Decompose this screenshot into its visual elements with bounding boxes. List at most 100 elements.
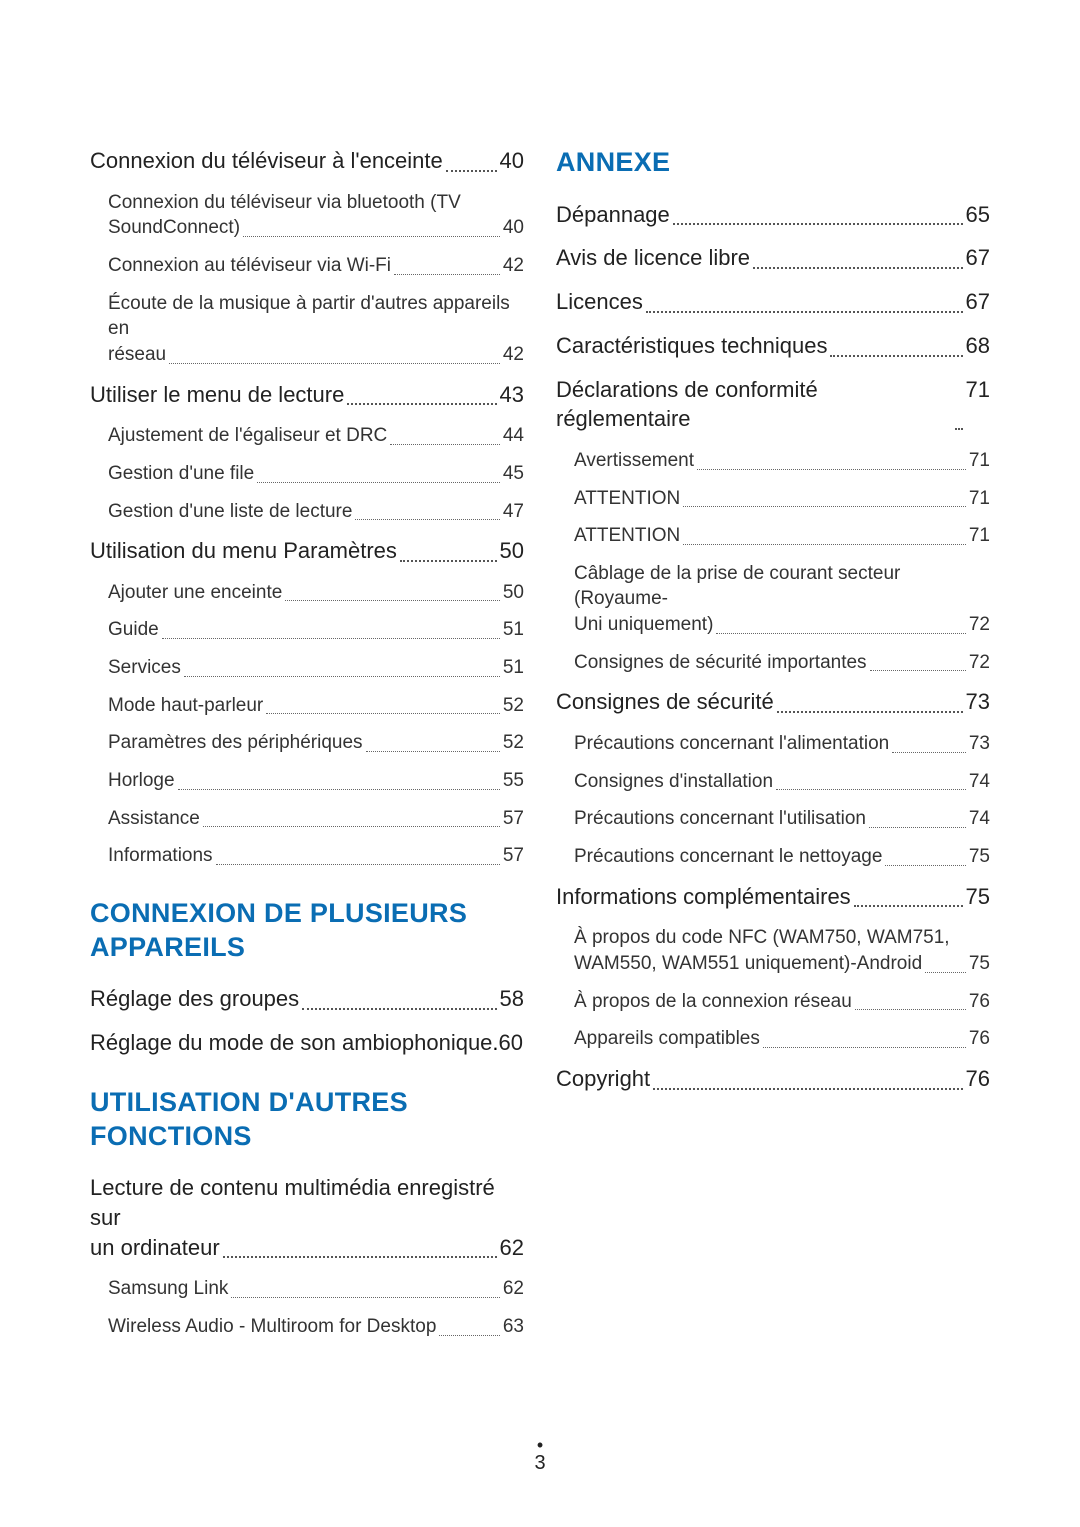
toc-leader-dots: [885, 851, 965, 865]
toc-entry-page: 60: [499, 1028, 523, 1058]
toc-entry[interactable]: Ajouter une enceinte50: [108, 580, 524, 606]
toc-entry-title: Horloge: [108, 768, 175, 794]
toc-leader-dots: [777, 697, 963, 714]
toc-entry[interactable]: Copyright 76: [556, 1064, 990, 1094]
toc-entry[interactable]: À propos de la connexion réseau76: [574, 989, 990, 1015]
toc-entry[interactable]: Wireless Audio - Multiroom for Desktop 63: [108, 1314, 524, 1340]
right-column: ANNEXE Dépannage65 Avis de licence libre67…: [556, 146, 990, 1352]
toc-entry-page: 75: [969, 951, 990, 977]
toc-entry[interactable]: Appareils compatibles76: [574, 1026, 990, 1052]
toc-entry[interactable]: Réglage du mode de son ambiophonique.60: [90, 1028, 524, 1058]
toc-entry[interactable]: Utiliser le menu de lecture 43: [90, 380, 524, 410]
toc-entry[interactable]: Paramètres des périphériques52: [108, 730, 524, 756]
toc-entry-title: Dépannage: [556, 200, 670, 230]
toc-leader-dots: [162, 625, 500, 639]
toc-entry-title: Avis de licence libre: [556, 243, 750, 273]
toc-leader-dots: [892, 738, 966, 752]
toc-leader-dots: [855, 996, 966, 1010]
toc-entry-title: À propos du code NFC (WAM750, WAM751,: [574, 925, 950, 951]
toc-entry[interactable]: Connexion du téléviseur à l'enceinte40: [90, 146, 524, 176]
left-column: Connexion du téléviseur à l'enceinte40 Co…: [90, 146, 524, 1352]
toc-leader-dots: [446, 155, 497, 172]
toc-entry-title: Copyright: [556, 1064, 650, 1094]
toc-entry-title: Informations: [108, 843, 213, 869]
page-number-value: 3: [534, 1452, 545, 1474]
toc-entry-page: 75: [969, 844, 990, 870]
toc-entry[interactable]: Samsung Link62: [108, 1276, 524, 1302]
toc-entry[interactable]: Gestion d'une file45: [108, 461, 524, 487]
toc-entry-page: 57: [503, 843, 524, 869]
toc-entry-title: Ajouter une enceinte: [108, 580, 282, 606]
toc-entry[interactable]: Dépannage65: [556, 200, 990, 230]
toc-entry-title: Wireless Audio - Multiroom for Desktop: [108, 1314, 436, 1340]
toc-entry-page: 76: [969, 989, 990, 1015]
toc-entry-page: 40: [500, 146, 524, 176]
toc-entry[interactable]: Lecture de contenu multimédia enregistré…: [90, 1173, 524, 1262]
toc-leader-dots: [646, 296, 963, 313]
toc-entry[interactable]: Consignes d'installation74: [574, 769, 990, 795]
toc-entry[interactable]: Consignes de sécurité73: [556, 687, 990, 717]
toc-entry[interactable]: ATTENTION71: [574, 486, 990, 512]
toc-entry[interactable]: Assistance57: [108, 806, 524, 832]
toc-entry-title: Réglage du mode de son ambiophonique: [90, 1028, 492, 1058]
toc-entry[interactable]: Licences67: [556, 287, 990, 317]
toc-entry[interactable]: Informations 57: [108, 843, 524, 869]
toc-entry-page: 51: [503, 655, 524, 681]
toc-entry[interactable]: Câblage de la prise de courant secteur (…: [574, 561, 990, 638]
toc-entry[interactable]: Connexion du téléviseur via bluetooth (T…: [108, 190, 524, 241]
toc-leader-dots: [683, 531, 966, 545]
toc-entry[interactable]: Avertissement71: [574, 448, 990, 474]
toc-section-heading: CONNEXION DE PLUSIEURS APPAREILS: [90, 897, 524, 965]
toc-entry-page: 63: [503, 1314, 524, 1340]
toc-entry-page: 75: [966, 882, 990, 912]
toc-entry-page: 52: [503, 730, 524, 756]
toc-entry[interactable]: Connexion au téléviseur via Wi-Fi42: [108, 253, 524, 279]
toc-entry[interactable]: ATTENTION71: [574, 523, 990, 549]
toc-entry[interactable]: À propos du code NFC (WAM750, WAM751,WAM…: [574, 925, 990, 976]
toc-leader-dots: [869, 814, 966, 828]
toc-entry[interactable]: Guide51: [108, 617, 524, 643]
toc-entry[interactable]: Services 51: [108, 655, 524, 681]
toc-entry-page: 68: [966, 331, 990, 361]
toc-entry[interactable]: Gestion d'une liste de lecture47: [108, 499, 524, 525]
toc-entry-title: Utiliser le menu de lecture: [90, 380, 344, 410]
toc-entry[interactable]: Caractéristiques techniques68: [556, 331, 990, 361]
toc-entry[interactable]: Ajustement de l'égaliseur et DRC44: [108, 423, 524, 449]
toc-entry-page: 43: [500, 380, 524, 410]
toc-entry[interactable]: Horloge55: [108, 768, 524, 794]
toc-entry-title: Précautions concernant l'utilisation: [574, 806, 866, 832]
toc-entry[interactable]: Avis de licence libre67: [556, 243, 990, 273]
toc-leader-dots: [870, 657, 966, 671]
toc-entry[interactable]: Consignes de sécurité importantes72: [574, 650, 990, 676]
toc-entry-title: ATTENTION: [574, 523, 680, 549]
toc-leader-dots: [854, 891, 963, 908]
toc-section-heading: ANNEXE: [556, 146, 990, 180]
toc-leader-dots: [169, 349, 500, 363]
toc-entry-page: 45: [503, 461, 524, 487]
toc-leader-dots: [302, 994, 496, 1011]
toc-entry[interactable]: Déclarations de conformité réglementaire…: [556, 375, 990, 434]
toc-entry-title: Lecture de contenu multimédia enregistré…: [90, 1173, 524, 1232]
toc-leader-dots: [184, 663, 500, 677]
toc-entry-title: Informations complémentaires: [556, 882, 851, 912]
toc-entry-page: 42: [503, 253, 524, 279]
toc-leader-dots: [830, 340, 962, 357]
toc-entry[interactable]: Utilisation du menu Paramètres50: [90, 536, 524, 566]
toc-entry-title: Utilisation du menu Paramètres: [90, 536, 397, 566]
toc-entry-title: Ajustement de l'égaliseur et DRC: [108, 423, 387, 449]
toc-entry[interactable]: Mode haut-parleur52: [108, 693, 524, 719]
toc-leader-dots: [266, 700, 500, 714]
toc-entry[interactable]: Écoute de la musique à partir d'autres a…: [108, 291, 524, 368]
toc-entry-title: Services: [108, 655, 181, 681]
toc-entry[interactable]: Réglage des groupes58: [90, 984, 524, 1014]
toc-entry[interactable]: Précautions concernant le nettoyage75: [574, 844, 990, 870]
toc-entry-page: 71: [969, 486, 990, 512]
toc-entry[interactable]: Précautions concernant l'utilisation74: [574, 806, 990, 832]
toc-entry-title: Déclarations de conformité réglementaire: [556, 375, 952, 434]
toc-leader-dots: [439, 1321, 499, 1335]
toc-entry-title: Réglage des groupes: [90, 984, 299, 1014]
toc-entry[interactable]: Précautions concernant l'alimentation73: [574, 731, 990, 757]
page-container: Connexion du téléviseur à l'enceinte40 Co…: [0, 0, 1080, 1527]
toc-entry[interactable]: Informations complémentaires 75: [556, 882, 990, 912]
toc-entry-page: 76: [966, 1064, 990, 1094]
